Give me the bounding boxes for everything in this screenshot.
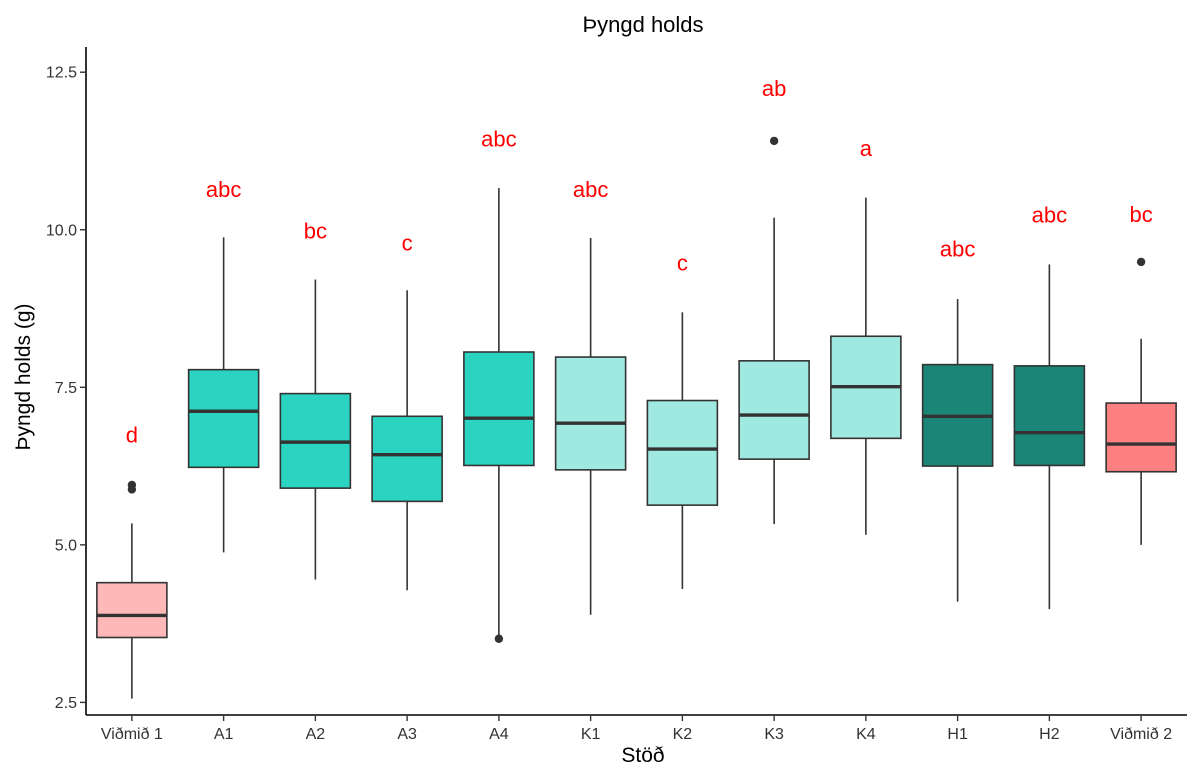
x-tick-label: K4 bbox=[856, 726, 876, 743]
box bbox=[463, 351, 535, 467]
significance-letter: c bbox=[677, 251, 688, 276]
x-tick-label: A4 bbox=[489, 726, 509, 743]
significance-letter: ab bbox=[762, 76, 786, 101]
box bbox=[371, 415, 443, 503]
y-tick-label: 10.0 bbox=[46, 222, 77, 239]
box bbox=[554, 356, 627, 471]
x-tick-label: K1 bbox=[581, 726, 601, 743]
box bbox=[96, 581, 168, 639]
plot-area: 2.5 5.0 7.5 10.0 12.5 Viðmið 1 A1 A2 A3 A4 K1 K2 K3 K… bbox=[46, 47, 1187, 743]
significance-letter: c bbox=[402, 230, 413, 255]
chart-title: Þyngd holds bbox=[582, 12, 703, 37]
outlier-point bbox=[1136, 257, 1146, 267]
y-tick-label: 7.5 bbox=[55, 380, 77, 397]
x-tick-label: A2 bbox=[306, 726, 326, 743]
y-tick-label: 12.5 bbox=[46, 65, 77, 82]
x-tick-label: K3 bbox=[764, 726, 784, 743]
x-tick-label: Viðmið 1 bbox=[101, 726, 163, 743]
y-tick-label: 5.0 bbox=[55, 537, 77, 554]
significance-letter: abc bbox=[206, 177, 241, 202]
x-tick-label: Viðmið 2 bbox=[1110, 726, 1172, 743]
significance-letter: abc bbox=[1032, 203, 1067, 228]
significance-letter: d bbox=[126, 423, 138, 448]
significance-letter: bc bbox=[304, 218, 327, 243]
box bbox=[738, 360, 810, 460]
significance-letter: bc bbox=[1130, 202, 1153, 227]
significance-letter: abc bbox=[940, 237, 975, 262]
x-tick-label: A1 bbox=[214, 726, 234, 743]
outlier-point bbox=[127, 480, 137, 490]
x-tick-label: A3 bbox=[397, 726, 417, 743]
box bbox=[1013, 365, 1086, 467]
outlier-point bbox=[494, 634, 504, 643]
y-axis-title: Þyngd holds (g) bbox=[12, 303, 35, 450]
significance-letter: abc bbox=[573, 177, 608, 202]
significance-letter: a bbox=[860, 136, 873, 161]
box bbox=[1105, 402, 1177, 473]
outlier-point bbox=[769, 136, 779, 146]
box bbox=[646, 399, 719, 506]
x-tick-label: H1 bbox=[947, 726, 968, 743]
significance-letter: abc bbox=[481, 126, 516, 151]
x-tick-label: K2 bbox=[673, 726, 693, 743]
box bbox=[187, 368, 260, 469]
x-tick-label: H2 bbox=[1039, 726, 1060, 743]
y-tick-label: 2.5 bbox=[55, 695, 77, 712]
x-axis-title: Stöð bbox=[621, 744, 664, 767]
